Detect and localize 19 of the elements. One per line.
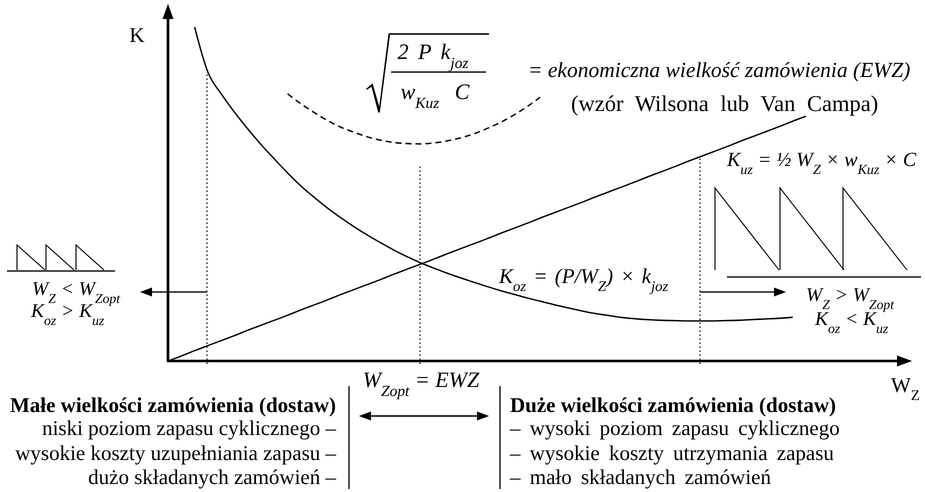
- text: W$_{Zopt}$ = EWZ: [362, 367, 480, 400]
- text: dużo składanych zamówień –: [88, 465, 336, 489]
- annotation: = ekonomiczna wielkość zamówienia (EWZ): [528, 58, 910, 82]
- text: wysokie koszty uzupełniania zapasu –: [15, 441, 336, 465]
- x-axis-title: W$_{Z}$: [891, 373, 920, 404]
- text: Małe wielkości zamówienia (dostaw): [10, 393, 336, 417]
- text: Duże wielkości zamówienia (dostaw): [510, 393, 836, 417]
- y-axis-title: K: [129, 23, 145, 47]
- annotation: 2 P k$_{joz}$: [398, 39, 468, 72]
- series-label: K$_{uz}$ = ½ W$_{Z}$ × w$_{Kuz}$ × C: [726, 149, 917, 178]
- annotation: w$_{Kuz}$ C: [400, 79, 470, 112]
- legend-label: K$_{oz}$ = (P/W$_{Z}$) × k$_{joz}$: [498, 264, 669, 295]
- annotation: W$_{Z}$ > W$_{Zopt}$: [806, 285, 896, 312]
- text: – wysokie koszty utrzymania zapasu: [509, 441, 834, 465]
- text: W$_{Z}$ < W$_{Zopt}$: [32, 279, 122, 306]
- text: – mało składanych zamówień: [509, 465, 772, 489]
- text: niski poziom zapasu cyklicznego –: [42, 416, 336, 440]
- text: – wysoki poziom zapasu cyklicznego: [509, 416, 840, 440]
- annotation: (wzór Wilsona lub Van Campa): [571, 91, 878, 116]
